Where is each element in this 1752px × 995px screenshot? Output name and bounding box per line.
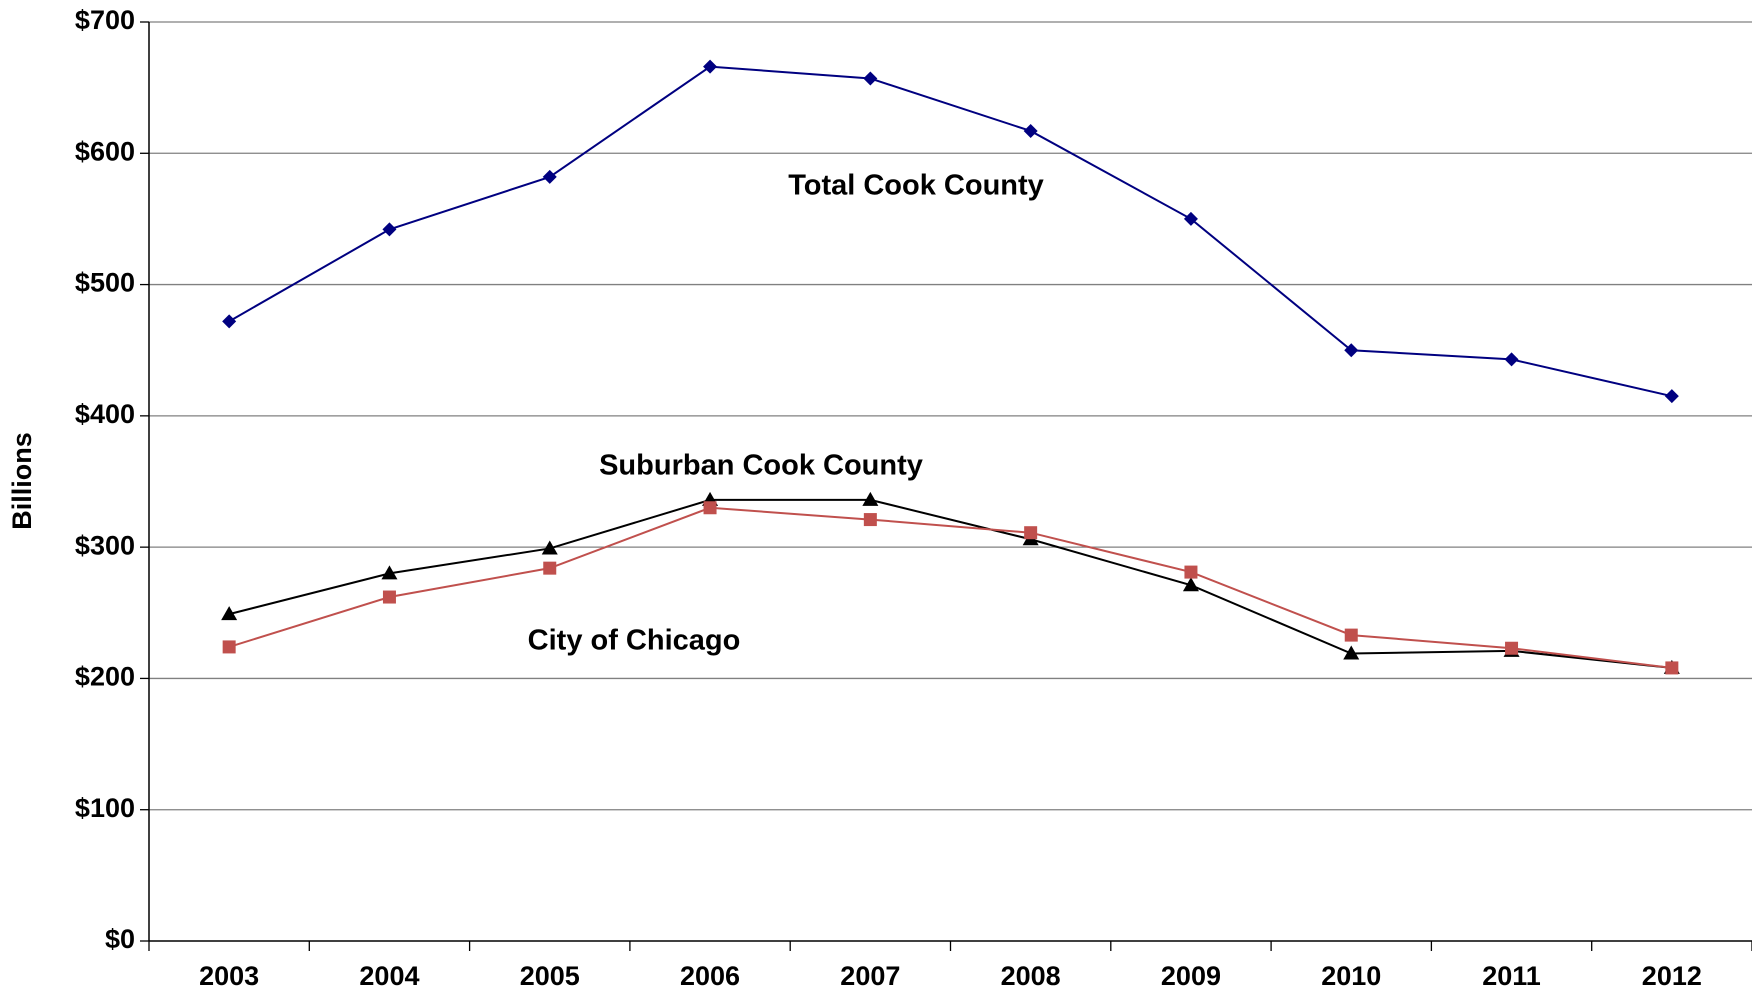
series-line [228,506,1672,669]
point-marker [863,513,877,527]
x-tick-label: 2012 [1642,961,1702,991]
point-marker [1024,526,1038,540]
x-tick-label: 2011 [1482,961,1541,991]
point-marker [382,590,396,604]
point-marker [382,222,397,237]
point-marker [543,561,557,575]
point-marker [1664,389,1679,404]
point-marker [1183,211,1198,226]
x-tick-label: 2007 [840,961,900,991]
x-tick-label: 2005 [520,961,580,991]
y-tick-label: $500 [75,268,135,298]
y-tick-label: $700 [75,5,135,35]
point-marker [1023,123,1038,138]
point-marker [542,169,557,184]
y-tick-label: $400 [75,399,135,429]
x-tick-label: 2010 [1321,961,1381,991]
point-marker [1343,645,1360,660]
point-marker [863,71,878,86]
point-marker [221,606,238,621]
point-marker [1504,352,1519,367]
point-marker [1182,577,1199,592]
y-tick-label: $600 [75,136,135,166]
x-tick-label: 2004 [359,961,419,991]
point-marker [703,59,718,74]
x-tick-label: 2009 [1161,961,1221,991]
y-tick-label: $100 [75,793,135,823]
point-marker [862,491,879,506]
series-label: City of Chicago [528,625,741,657]
point-marker [222,640,236,654]
series-line [228,65,1673,398]
point-marker [1505,641,1519,655]
y-axis-label: Billions [7,432,37,530]
series-label: Total Cook County [788,170,1044,202]
series-line [228,498,1672,669]
point-marker [222,314,237,329]
point-marker [703,501,717,515]
x-tick-label: 2008 [1001,961,1061,991]
point-marker [381,565,398,580]
point-marker [1344,343,1359,358]
point-marker [1665,661,1679,675]
x-tick-label: 2006 [680,961,740,991]
point-marker [1344,628,1358,642]
y-tick-label: $200 [75,662,135,692]
x-tick-label: 2003 [199,961,259,991]
point-marker [541,540,558,555]
y-tick-label: $300 [75,530,135,560]
point-marker [1184,565,1198,579]
y-tick-label: $0 [105,924,135,954]
series-label: Suburban Cook County [599,450,923,482]
